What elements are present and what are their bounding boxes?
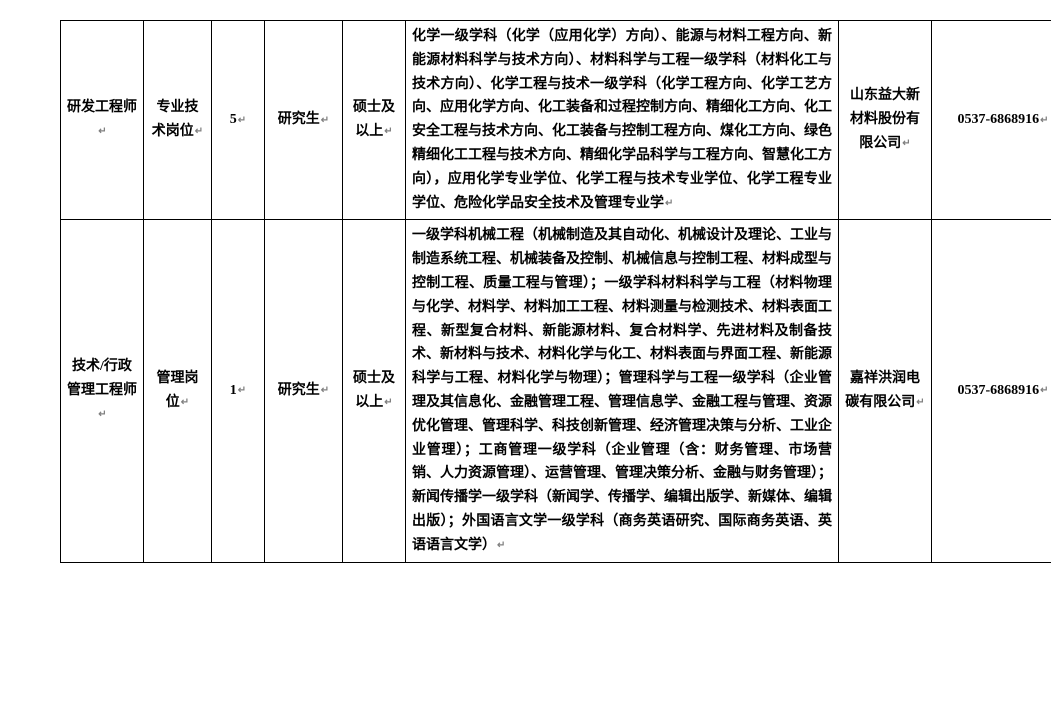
enter-mark: ↵ — [238, 385, 246, 396]
requirements-text: 化学一级学科（化学（应用化学）方向）、能源与材料工程方向、新能源材料科学与技术方… — [412, 29, 832, 211]
enter-mark: ↵ — [902, 138, 910, 149]
position-text: 技术/行政管理工程师 — [67, 359, 137, 398]
education-text: 研究生 — [278, 112, 320, 127]
table-row: 研发工程师↵ 专业技术岗位↵ 5↵ 研究生↵ 硕士及以上↵ 化学一级学科（化学（… — [61, 21, 1051, 220]
type-text: 管理岗位 — [157, 371, 199, 410]
requirements-text: 一级学科机械工程（机械制造及其自动化、机械设计及理论、工业与制造系统工程、机械装… — [412, 228, 832, 552]
enter-mark: ↵ — [916, 397, 924, 408]
cell-requirements: 化学一级学科（化学（应用化学）方向）、能源与材料工程方向、新能源材料科学与技术方… — [406, 21, 839, 220]
position-text: 研发工程师 — [67, 100, 137, 115]
enter-mark: ↵ — [1040, 385, 1048, 396]
type-text: 专业技术岗位 — [152, 100, 199, 139]
cell-education: 研究生↵ — [265, 220, 343, 562]
cell-position: 技术/行政管理工程师 ↵ — [61, 220, 144, 562]
count-text: 5 — [230, 112, 237, 127]
enter-mark: ↵ — [195, 126, 203, 137]
enter-mark: ↵ — [665, 198, 673, 209]
phone-text: 0537-6868916 — [957, 383, 1039, 398]
table-row: 技术/行政管理工程师↵ 管理岗位↵ 1↵ 研究生↵ 硕士及以上↵ 一级学科机械工… — [61, 220, 1051, 562]
cell-position: 研发工程师 ↵ — [61, 21, 144, 220]
cell-type: 专业技术岗位↵ — [144, 21, 212, 220]
cell-degree: 硕士及以上↵ — [343, 21, 406, 220]
cell-education: 研究生↵ — [265, 21, 343, 220]
count-text: 1 — [230, 383, 237, 398]
enter-mark: ↵ — [98, 126, 106, 137]
enter-mark: ↵ — [321, 385, 329, 396]
cell-phone: 0537-6868916↵ — [932, 21, 1051, 220]
enter-mark: ↵ — [238, 115, 246, 126]
enter-mark: ↵ — [384, 126, 392, 137]
enter-mark: ↵ — [181, 397, 189, 408]
cell-type: 管理岗位↵ — [144, 220, 212, 562]
recruitment-table: 研发工程师↵ 专业技术岗位↵ 5↵ 研究生↵ 硕士及以上↵ 化学一级学科（化学（… — [60, 20, 1051, 563]
cell-company: 山东益大新材料股份有限公司↵ — [839, 21, 932, 220]
cell-count: 5↵ — [212, 21, 265, 220]
enter-mark: ↵ — [98, 409, 106, 420]
enter-mark: ↵ — [497, 540, 505, 551]
cell-phone: 0537-6868916↵ — [932, 220, 1051, 562]
cell-degree: 硕士及以上↵ — [343, 220, 406, 562]
enter-mark: ↵ — [384, 397, 392, 408]
education-text: 研究生 — [278, 383, 320, 398]
cell-count: 1↵ — [212, 220, 265, 562]
enter-mark: ↵ — [321, 115, 329, 126]
company-text: 嘉祥洪润电碳有限公司 — [845, 371, 920, 410]
enter-mark: ↵ — [1040, 115, 1048, 126]
cell-company: 嘉祥洪润电碳有限公司↵ — [839, 220, 932, 562]
phone-text: 0537-6868916 — [957, 112, 1039, 127]
cell-requirements: 一级学科机械工程（机械制造及其自动化、机械设计及理论、工业与制造系统工程、机械装… — [406, 220, 839, 562]
